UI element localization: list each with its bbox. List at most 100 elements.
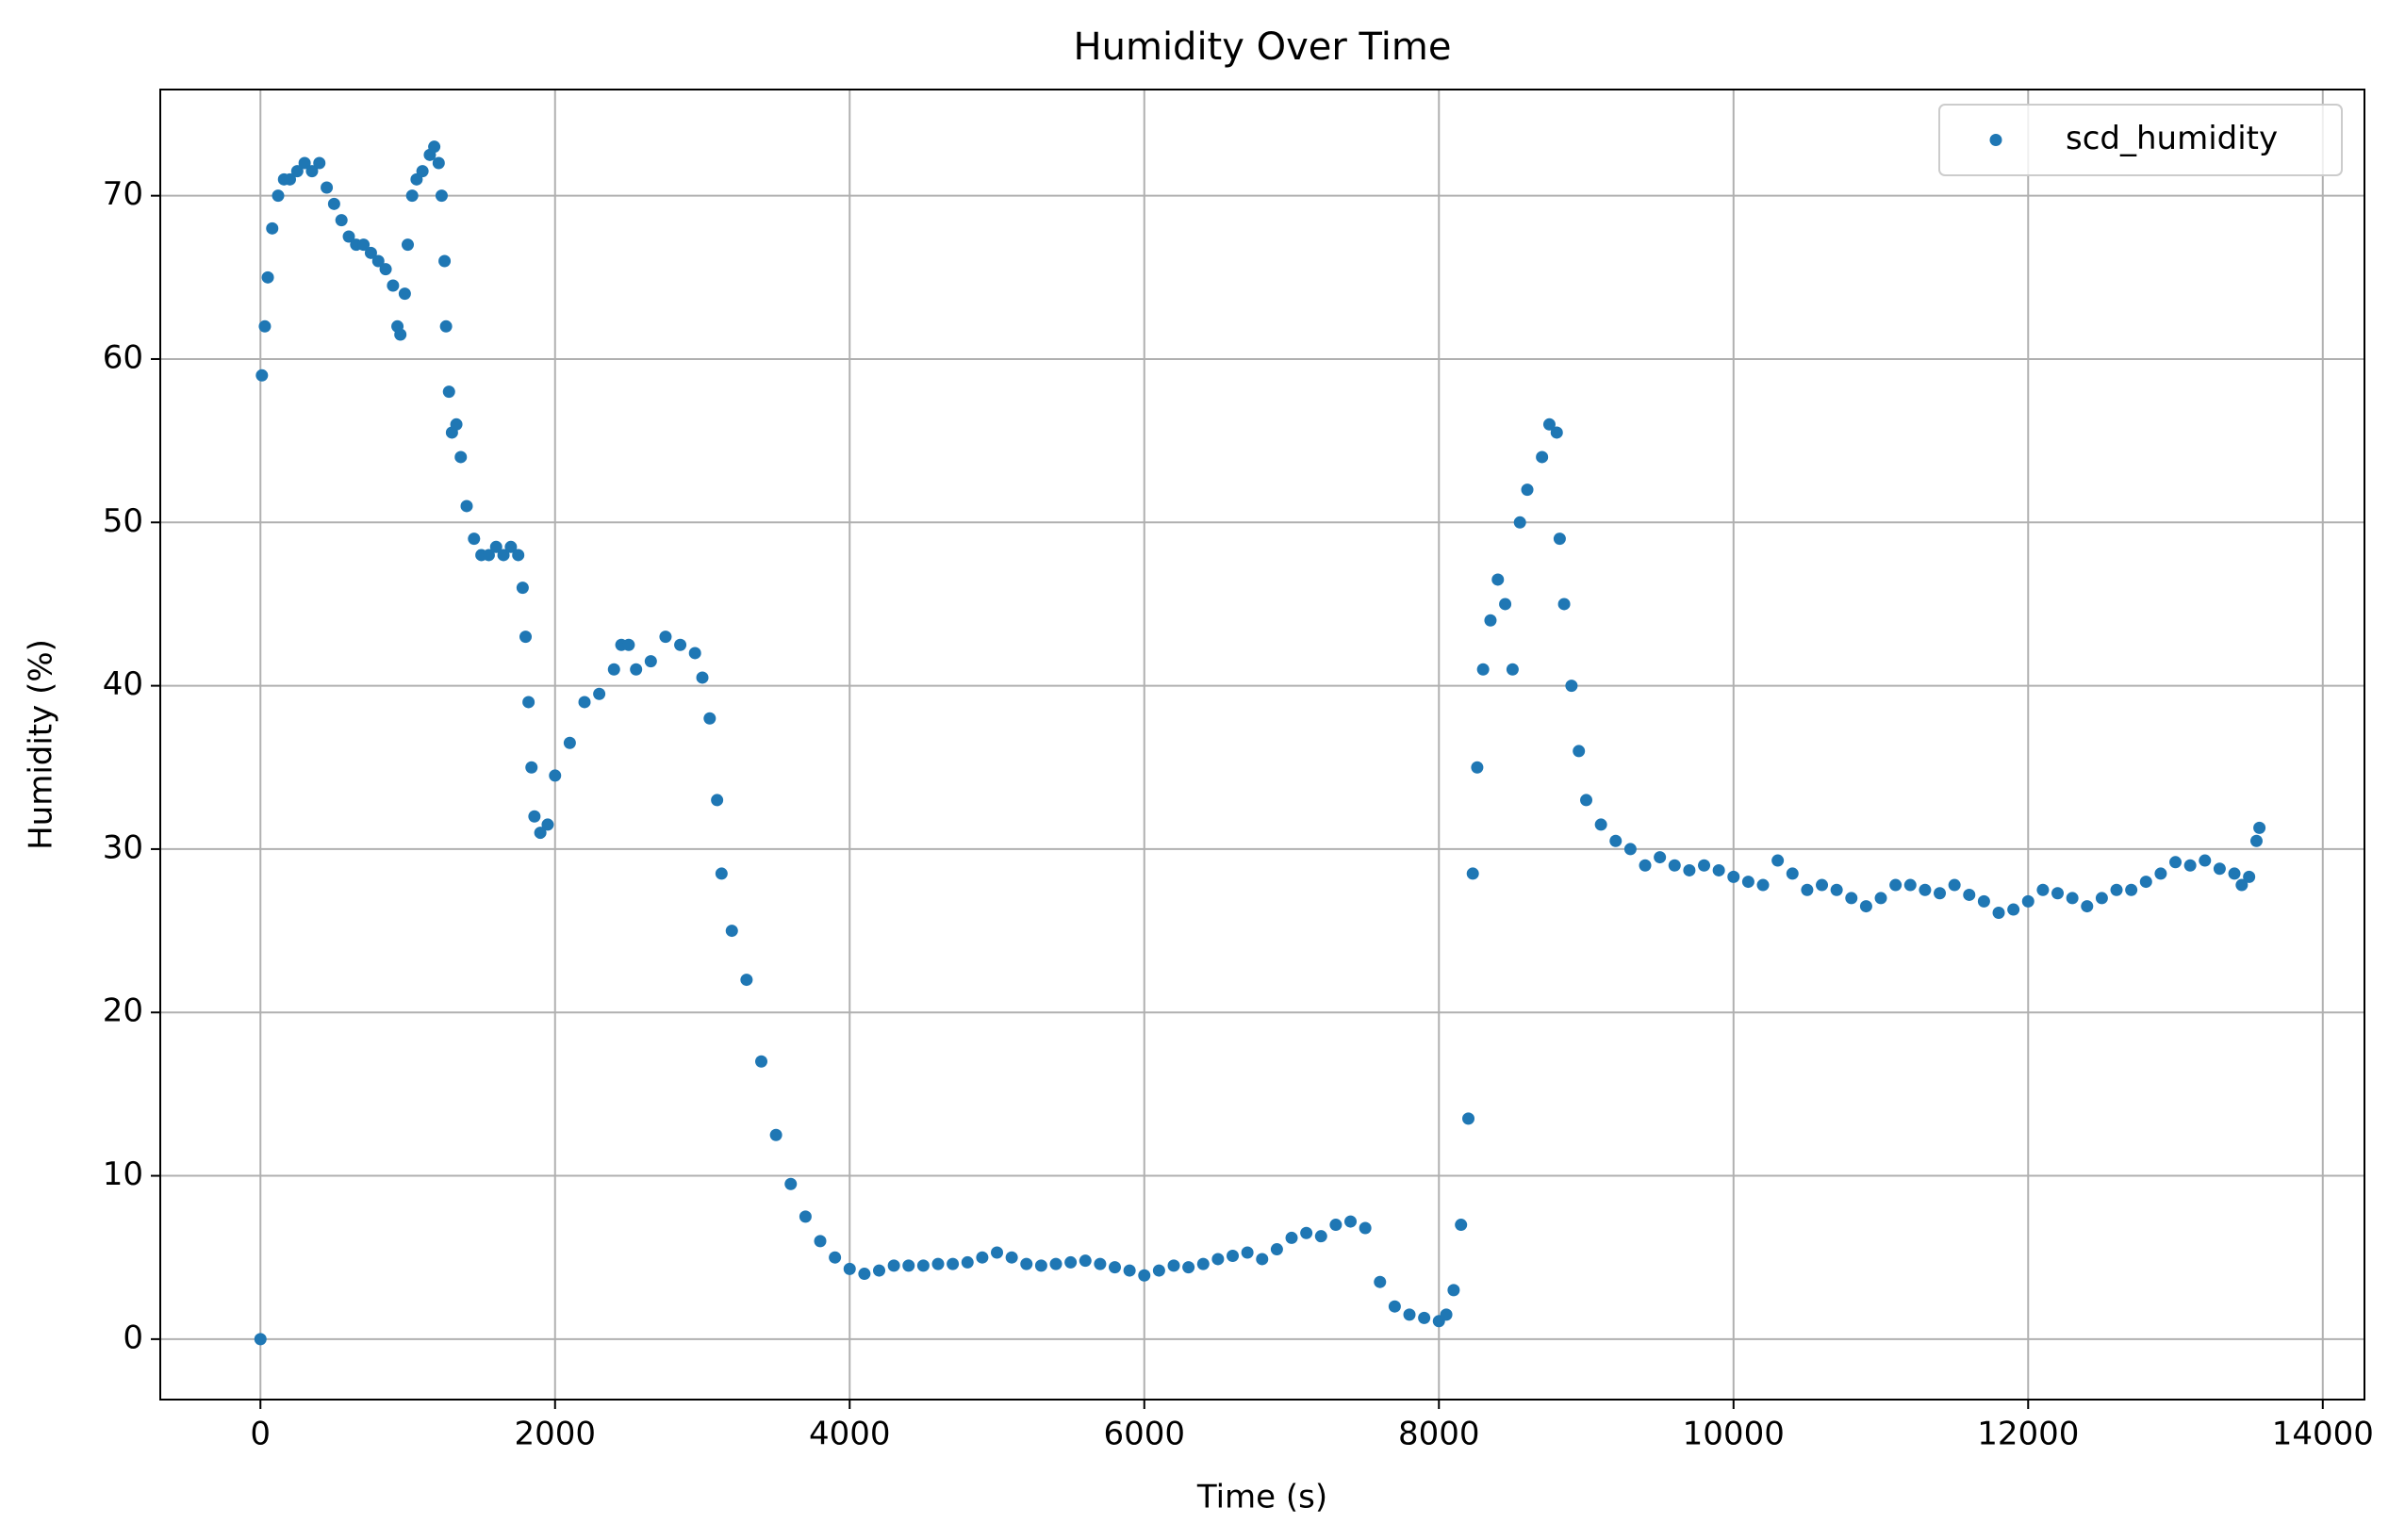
point <box>1668 859 1681 872</box>
point <box>504 540 518 553</box>
point <box>2021 894 2034 908</box>
point <box>1521 483 1534 497</box>
point <box>1992 907 2005 920</box>
point <box>1557 598 1571 611</box>
point <box>1152 1264 1165 1277</box>
point <box>2199 854 2212 867</box>
point <box>1227 1249 1240 1262</box>
point <box>1580 794 1593 807</box>
x-tick-label: 10000 <box>1683 1416 1785 1453</box>
point <box>405 189 419 203</box>
y-tick-label: 70 <box>103 175 143 213</box>
point <box>379 263 392 276</box>
point <box>1550 426 1563 439</box>
point <box>1034 1259 1047 1272</box>
point <box>799 1210 812 1223</box>
point <box>2081 900 2094 913</box>
point <box>482 549 495 562</box>
point <box>327 197 340 210</box>
y-tick-label: 40 <box>103 665 143 703</box>
point <box>1683 863 1696 876</box>
point <box>438 254 452 268</box>
point <box>858 1268 871 1281</box>
point <box>516 582 529 595</box>
point <box>541 818 554 831</box>
point <box>2249 834 2263 847</box>
x-tick-label: 14000 <box>2272 1416 2374 1453</box>
point <box>1536 451 1549 464</box>
point <box>1499 598 1512 611</box>
point <box>1300 1226 1313 1239</box>
point <box>1948 878 1961 892</box>
point <box>1388 1300 1401 1313</box>
x-tick-label: 8000 <box>1398 1416 1480 1453</box>
point <box>674 638 687 651</box>
point <box>659 631 672 644</box>
point <box>991 1246 1004 1259</box>
point <box>902 1259 915 1272</box>
point <box>1329 1219 1343 1232</box>
point <box>1049 1257 1062 1270</box>
point <box>2228 867 2241 880</box>
point <box>696 671 709 684</box>
point <box>2243 870 2256 883</box>
point <box>2253 821 2266 834</box>
point <box>512 549 525 562</box>
point <box>1506 663 1519 676</box>
point <box>1573 745 1586 758</box>
point <box>1123 1264 1136 1277</box>
point <box>740 974 753 987</box>
point <box>703 712 717 725</box>
point <box>1359 1221 1372 1235</box>
y-axis-label: Humidity (%) <box>23 639 60 850</box>
point <box>1698 859 1711 872</box>
point <box>432 156 445 170</box>
point <box>284 172 297 186</box>
point <box>1447 1284 1460 1297</box>
point <box>1466 867 1479 880</box>
y-tick-label: 10 <box>103 1155 143 1193</box>
point <box>829 1251 842 1264</box>
point <box>454 451 468 464</box>
point <box>1256 1253 1269 1266</box>
y-tick-label: 0 <box>123 1319 143 1356</box>
point <box>725 925 738 938</box>
point <box>578 696 591 709</box>
point <box>1889 878 1903 892</box>
point <box>1801 883 1814 896</box>
point <box>1594 818 1607 831</box>
point <box>534 827 547 840</box>
x-tick-label: 6000 <box>1103 1416 1185 1453</box>
point <box>254 1333 267 1346</box>
y-tick-label: 60 <box>103 338 143 376</box>
point <box>342 230 355 243</box>
legend-label: scd_humidity <box>2066 120 2278 157</box>
point <box>1344 1215 1358 1228</box>
point <box>460 500 473 513</box>
point <box>563 736 576 749</box>
point <box>522 696 535 709</box>
point <box>357 238 371 252</box>
point <box>2095 892 2108 905</box>
point <box>435 189 448 203</box>
point <box>442 385 455 399</box>
point <box>1786 867 1799 880</box>
point <box>607 663 620 676</box>
point <box>931 1257 945 1270</box>
point <box>2213 862 2226 876</box>
point <box>1418 1311 1431 1324</box>
point <box>1565 680 1578 693</box>
point <box>2036 883 2050 896</box>
x-tick-label: 4000 <box>809 1416 891 1453</box>
point <box>715 867 728 880</box>
point <box>394 328 407 341</box>
point <box>1816 878 1829 892</box>
plot-frame <box>159 89 2365 1401</box>
point <box>1455 1219 1468 1232</box>
point <box>1903 878 1917 892</box>
point <box>2066 892 2079 905</box>
x-axis-label: Time (s) <box>1196 1479 1327 1516</box>
point <box>630 663 643 676</box>
legend-box <box>1938 104 2343 176</box>
point <box>266 221 279 235</box>
